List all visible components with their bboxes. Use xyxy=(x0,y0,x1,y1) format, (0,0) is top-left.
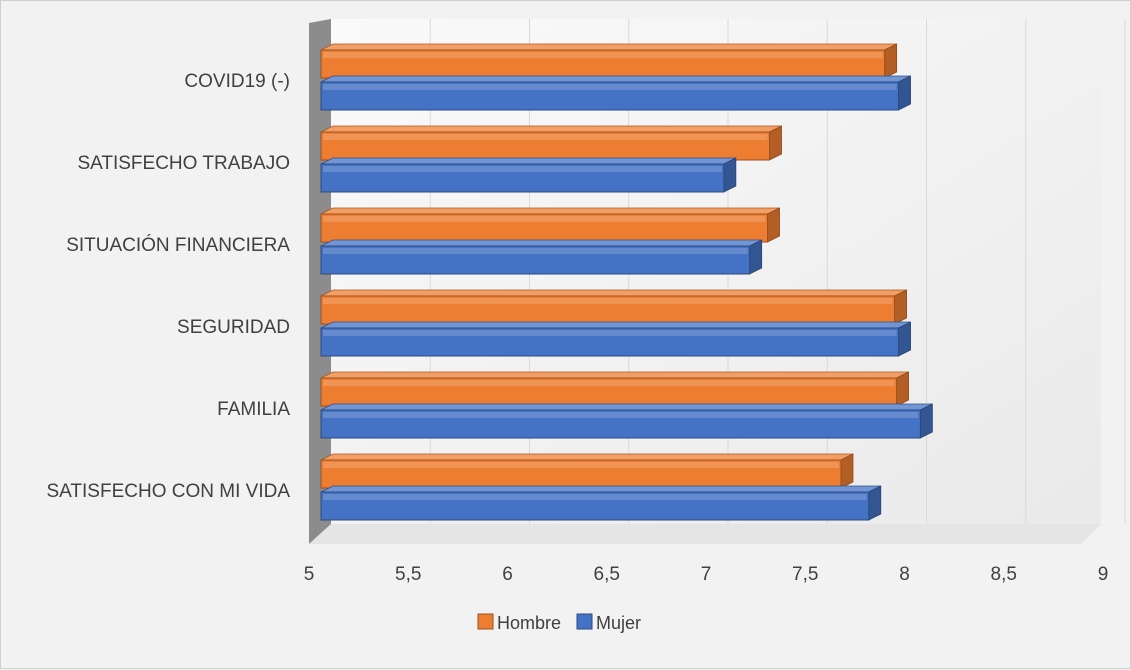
bar-hombre xyxy=(320,371,909,407)
bar-mujer xyxy=(320,403,933,439)
legend-item-hombre: Hombre xyxy=(477,613,561,633)
bar-mujer xyxy=(320,239,763,275)
x-tick-label: 7 xyxy=(701,564,712,585)
bar-mujer xyxy=(320,157,737,193)
bar-hombre xyxy=(320,125,782,161)
plot-floor xyxy=(309,524,1101,544)
x-tick-label: 8 xyxy=(899,564,910,585)
bar-hombre xyxy=(320,207,780,243)
x-tick-label: 5 xyxy=(304,564,315,585)
x-tick-label: 7,5 xyxy=(792,564,818,585)
bar-hombre xyxy=(320,289,907,325)
legend-swatch xyxy=(576,613,593,630)
legend-label: Mujer xyxy=(596,613,641,633)
legend-swatch xyxy=(477,613,494,630)
category-label: SATISFECHO CON MI VIDA xyxy=(46,481,290,502)
bar-hombre xyxy=(320,453,854,489)
x-tick-label: 9 xyxy=(1098,564,1109,585)
bar-mujer xyxy=(320,321,911,357)
category-label: COVID19 (-) xyxy=(184,71,290,92)
x-tick-label: 5,5 xyxy=(395,564,421,585)
x-tick-label: 6,5 xyxy=(594,564,620,585)
legend-item-mujer: Mujer xyxy=(576,613,641,633)
category-label: SATISFECHO TRABAJO xyxy=(77,153,290,174)
bar-mujer xyxy=(320,485,882,521)
category-label: FAMILIA xyxy=(217,399,290,420)
bar-hombre xyxy=(320,43,898,79)
x-tick-label: 8,5 xyxy=(991,564,1017,585)
bar-mujer xyxy=(320,75,911,111)
category-label: SITUACIÓN FINANCIERA xyxy=(66,234,290,256)
category-label: SEGURIDAD xyxy=(177,317,290,338)
x-tick-label: 6 xyxy=(502,564,513,585)
legend-label: Hombre xyxy=(497,613,561,633)
